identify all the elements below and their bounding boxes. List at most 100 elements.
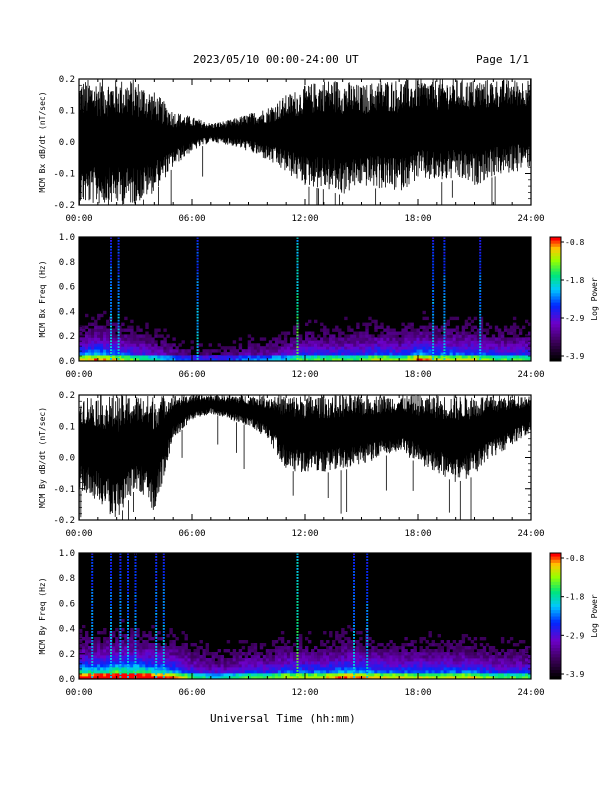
spectrogram-spike xyxy=(119,592,122,594)
spectrogram-cell xyxy=(299,667,303,671)
spectrogram-cell xyxy=(410,355,414,359)
spectrogram-cell xyxy=(292,340,297,344)
spectrogram-cell xyxy=(211,664,215,668)
spectrogram-spike xyxy=(162,556,165,558)
spectrogram-cell xyxy=(311,664,315,668)
spectrogram-cell xyxy=(326,670,330,674)
spectrogram-cell xyxy=(178,661,182,665)
spectrogram-cell xyxy=(283,670,288,674)
spectrogram-cell xyxy=(479,331,484,335)
spectrogram-cell xyxy=(220,676,224,680)
spectrogram-cell xyxy=(148,649,152,653)
spectrogram-cell xyxy=(139,352,143,356)
spectrogram-cell xyxy=(341,331,345,335)
spectrogram-cell xyxy=(127,325,131,329)
spectrogram-cell xyxy=(94,673,98,677)
spectrogram-cell xyxy=(88,322,92,326)
spectrogram-cell xyxy=(289,352,294,356)
spectrogram-cell xyxy=(175,676,179,680)
colorbar-step xyxy=(550,616,561,620)
spectrogram-spike xyxy=(432,328,435,331)
spectrogram-cell xyxy=(350,328,354,332)
spectrogram-cell xyxy=(130,337,134,341)
spectrogram-cell xyxy=(467,676,472,680)
spectrogram-cell xyxy=(274,346,279,350)
spectrogram-cell xyxy=(386,667,390,671)
spectrogram-cell xyxy=(482,352,487,356)
spectrogram-cell xyxy=(214,664,218,668)
spectrogram-cell xyxy=(205,649,209,653)
spectrogram-cell xyxy=(97,664,101,668)
spectrogram-cell xyxy=(250,649,255,653)
spectrogram-cell xyxy=(115,325,119,329)
spectrogram-cell xyxy=(94,652,98,656)
spectrogram-cell xyxy=(347,352,351,356)
spectrogram-spike xyxy=(196,269,199,272)
spectrogram-cell xyxy=(106,349,110,353)
panel-frame xyxy=(78,394,532,521)
spectrogram-cell xyxy=(133,352,137,356)
spectrogram-cell xyxy=(404,637,408,641)
spectrogram-cell xyxy=(515,652,520,656)
x-tick-label: 00:00 xyxy=(65,688,92,698)
spectrogram-cell xyxy=(232,340,237,344)
spectrogram-cell xyxy=(151,337,155,341)
spectrogram-cell xyxy=(181,646,185,650)
spectrogram-cell xyxy=(256,352,261,356)
spectrogram-cell xyxy=(407,340,411,344)
spectrogram-cell xyxy=(482,340,487,344)
spectrogram-cell xyxy=(434,355,438,359)
spectrogram-cell xyxy=(476,652,481,656)
spectrogram-spike xyxy=(91,622,94,624)
spectrogram-cell xyxy=(332,349,336,353)
spectrogram-cell xyxy=(100,352,104,356)
spectrogram-cell xyxy=(437,649,441,653)
spectrogram-spike xyxy=(110,664,112,666)
spectrogram-spike xyxy=(353,571,355,573)
spectrogram-cell xyxy=(485,343,490,347)
spectrogram-cell xyxy=(202,670,206,674)
spectrogram-cell xyxy=(522,676,526,680)
spectrogram-cell xyxy=(241,640,246,644)
spectrogram-cell xyxy=(256,652,261,656)
spectrogram-cell xyxy=(437,655,441,659)
spectrogram-cell xyxy=(253,649,258,653)
spectrogram-cell xyxy=(341,355,345,359)
spectrogram-spike xyxy=(196,272,199,275)
spectrogram-cell xyxy=(94,658,98,662)
spectrogram-cell xyxy=(232,673,237,677)
spectrogram-cell xyxy=(94,661,98,665)
spectrogram-cell xyxy=(431,652,435,656)
spectrogram-cell xyxy=(497,328,502,332)
spectrogram-cell xyxy=(425,316,429,321)
spectrogram-cell xyxy=(124,343,128,347)
spectrogram-cell xyxy=(320,352,324,356)
spectrogram-cell xyxy=(497,355,502,359)
spectrogram-cell xyxy=(181,661,185,665)
spectrogram-cell xyxy=(145,352,149,356)
spectrogram-cell xyxy=(512,334,517,338)
spectrogram-spike xyxy=(127,613,129,615)
colorbar-step xyxy=(550,299,561,303)
spectrogram-cell xyxy=(509,652,514,656)
spectrogram-cell xyxy=(341,646,345,650)
spectrogram-cell xyxy=(154,352,158,356)
spectrogram-cell xyxy=(82,358,86,362)
spectrogram-spike xyxy=(119,646,122,648)
spectrogram-cell xyxy=(332,640,336,644)
spectrogram-cell xyxy=(410,643,414,647)
spectrogram-cell xyxy=(82,673,86,677)
spectrogram-cell xyxy=(139,355,143,359)
spectrogram-cell xyxy=(160,658,164,662)
spectrogram-cell xyxy=(326,661,330,665)
spectrogram-cell xyxy=(522,640,526,644)
spectrogram-cell xyxy=(362,646,366,650)
spectrogram-cell xyxy=(88,646,92,650)
spectrogram-cell xyxy=(473,661,478,665)
spectrogram-cell xyxy=(163,352,167,356)
spectrogram-cell xyxy=(136,631,140,635)
spectrogram-cell xyxy=(509,637,514,641)
spectrogram-cell xyxy=(226,640,231,644)
spectrogram-cell xyxy=(314,676,318,680)
spectrogram-spike xyxy=(296,589,299,591)
